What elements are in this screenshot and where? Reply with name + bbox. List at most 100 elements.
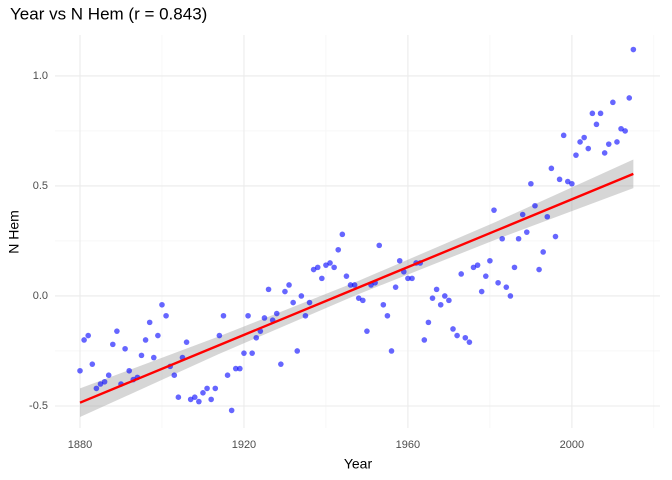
- point: [314, 264, 321, 271]
- point: [200, 389, 206, 396]
- point: [601, 150, 608, 156]
- point: [544, 213, 551, 220]
- point: [191, 394, 198, 400]
- point: [335, 246, 342, 253]
- point: [282, 288, 288, 295]
- point: [548, 165, 555, 172]
- y-tick-label: 1.0: [33, 70, 48, 82]
- point: [577, 139, 583, 145]
- point: [503, 284, 510, 290]
- point: [597, 110, 604, 117]
- point: [159, 301, 165, 308]
- point: [114, 328, 120, 334]
- point: [347, 282, 354, 288]
- point: [482, 273, 489, 279]
- point: [351, 282, 358, 288]
- point: [495, 279, 501, 286]
- point: [122, 345, 128, 352]
- point: [310, 266, 317, 273]
- point: [466, 339, 473, 345]
- point: [261, 315, 268, 321]
- point: [474, 262, 481, 268]
- point: [273, 310, 280, 317]
- point: [97, 381, 104, 387]
- point: [142, 337, 149, 343]
- point: [155, 332, 161, 339]
- point: [454, 332, 460, 339]
- point: [245, 312, 251, 319]
- point: [101, 378, 108, 385]
- point: [265, 286, 272, 293]
- point: [626, 95, 633, 101]
- point: [425, 319, 432, 326]
- point: [388, 348, 395, 354]
- y-axis-title: N Hem: [6, 210, 22, 254]
- point: [528, 180, 534, 187]
- point: [323, 262, 329, 268]
- point: [605, 141, 612, 147]
- point: [204, 385, 210, 392]
- point: [241, 350, 247, 356]
- point: [93, 385, 100, 392]
- point: [343, 273, 350, 279]
- point: [536, 266, 542, 273]
- point: [109, 341, 116, 348]
- point: [396, 257, 403, 264]
- point: [249, 350, 255, 356]
- point: [290, 299, 296, 306]
- point: [470, 264, 477, 271]
- point: [237, 365, 243, 372]
- point: [319, 275, 325, 282]
- point: [511, 264, 518, 271]
- point: [146, 319, 153, 326]
- point: [138, 352, 145, 359]
- point: [364, 328, 370, 334]
- point: [380, 301, 387, 308]
- point: [442, 293, 448, 299]
- point: [556, 176, 563, 183]
- point: [499, 235, 505, 242]
- point: [175, 394, 182, 400]
- point: [487, 257, 493, 264]
- point: [421, 337, 428, 343]
- point: [569, 180, 575, 187]
- point: [462, 334, 469, 341]
- point: [196, 398, 202, 405]
- x-axis-title: Year: [344, 456, 373, 472]
- point: [478, 288, 485, 295]
- point: [360, 297, 366, 304]
- point: [85, 332, 92, 339]
- regression-line: [79, 172, 634, 404]
- point: [585, 145, 592, 152]
- chart-title: Year vs N Hem (r = 0.843): [10, 4, 207, 23]
- point: [392, 284, 399, 290]
- point: [618, 125, 624, 132]
- point: [630, 46, 637, 53]
- point: [532, 202, 538, 209]
- point: [212, 385, 219, 392]
- point: [450, 326, 456, 332]
- point: [331, 264, 337, 271]
- y-tick-label: -0.5: [29, 400, 48, 412]
- point: [376, 242, 383, 249]
- point: [163, 312, 169, 319]
- point: [589, 110, 596, 117]
- point: [523, 229, 530, 235]
- point: [552, 233, 559, 240]
- point: [232, 365, 239, 372]
- point: [220, 312, 227, 319]
- point: [610, 99, 616, 106]
- point: [384, 312, 391, 319]
- point: [253, 334, 260, 341]
- point: [458, 271, 465, 277]
- x-tick-label: 1920: [232, 439, 256, 451]
- point: [105, 372, 112, 378]
- point: [216, 332, 223, 339]
- point: [278, 361, 284, 367]
- point: [437, 301, 444, 308]
- point: [306, 299, 313, 306]
- point: [77, 367, 83, 374]
- point: [81, 337, 87, 343]
- point: [298, 293, 305, 299]
